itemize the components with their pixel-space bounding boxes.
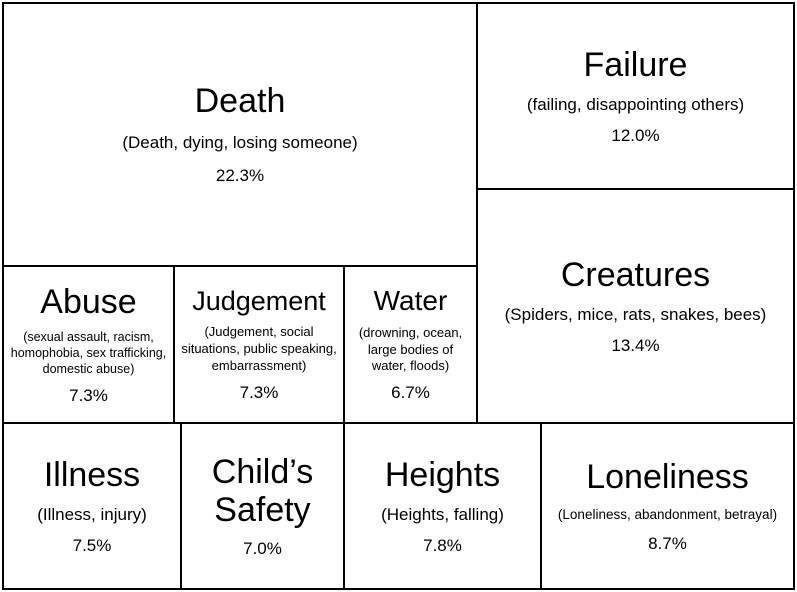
- treemap-cell-child-s-safety: Child’s Safety 7.0%: [180, 422, 345, 590]
- treemap-value-death: 22.3%: [215, 166, 265, 186]
- treemap-description-illness: (Illness, injury): [37, 504, 147, 524]
- treemap-label-water: Water: [373, 285, 448, 317]
- treemap-value-heights: 7.8%: [423, 535, 462, 555]
- treemap-description-failure: (failing, disappointing others): [526, 94, 745, 114]
- treemap-value-abuse: 7.3%: [69, 385, 108, 405]
- treemap-label-abuse: Abuse: [40, 282, 137, 321]
- treemap-value-child-s-safety: 7.0%: [243, 538, 282, 558]
- treemap-cell-loneliness: Loneliness (Loneliness, abandonment, betr…: [540, 422, 795, 590]
- treemap-label-loneliness: Loneliness: [586, 457, 749, 496]
- treemap-cell-creatures: Creatures (Spiders, mice, rats, snakes, b…: [476, 188, 795, 424]
- treemap-label-creatures: Creatures: [560, 255, 711, 294]
- treemap-label-illness: Illness: [43, 455, 141, 494]
- treemap-description-abuse: (sexual assault, racism, homophobia, sex…: [10, 329, 167, 377]
- treemap-cell-illness: Illness (Illness, injury) 7.5%: [2, 422, 182, 590]
- treemap-label-judgement: Judgement: [192, 285, 326, 316]
- treemap-value-illness: 7.5%: [72, 535, 112, 555]
- treemap-cell-failure: Failure (failing, disappointing others) 12…: [476, 2, 795, 190]
- treemap-cell-abuse: Abuse (sexual assault, racism, homophobia…: [2, 265, 175, 424]
- treemap-label-heights: Heights: [384, 455, 501, 494]
- treemap-description-judgement: (Judgement, social situations, public sp…: [181, 324, 337, 373]
- treemap-label-failure: Failure: [583, 45, 688, 84]
- treemap-cell-water: Water (drowning, ocean, large bodies of w…: [343, 265, 478, 424]
- treemap-description-creatures: (Spiders, mice, rats, snakes, bees): [504, 304, 767, 324]
- treemap-value-failure: 12.0%: [611, 125, 660, 145]
- treemap-cell-death: Death (Death, dying, losing someone) 22.3%: [2, 2, 478, 267]
- treemap-value-judgement: 7.3%: [239, 382, 279, 402]
- treemap-value-water: 6.7%: [391, 383, 430, 403]
- treemap-description-water: (drowning, ocean, large bodies of water,…: [358, 324, 463, 374]
- treemap-value-loneliness: 8.7%: [648, 533, 687, 553]
- treemap-label-death: Death: [194, 82, 286, 121]
- treemap-cell-judgement: Judgement (Judgement, social situations, …: [173, 265, 345, 424]
- treemap-value-creatures: 13.4%: [611, 335, 660, 355]
- treemap-description-heights: (Heights, falling): [381, 504, 504, 524]
- treemap-description-death: (Death, dying, losing someone): [122, 133, 358, 153]
- treemap-label-child-s-safety: Child’s Safety: [211, 452, 314, 529]
- treemap-cell-heights: Heights (Heights, falling) 7.8%: [343, 422, 542, 590]
- treemap-description-loneliness: (Loneliness, abandonment, betrayal): [557, 507, 778, 523]
